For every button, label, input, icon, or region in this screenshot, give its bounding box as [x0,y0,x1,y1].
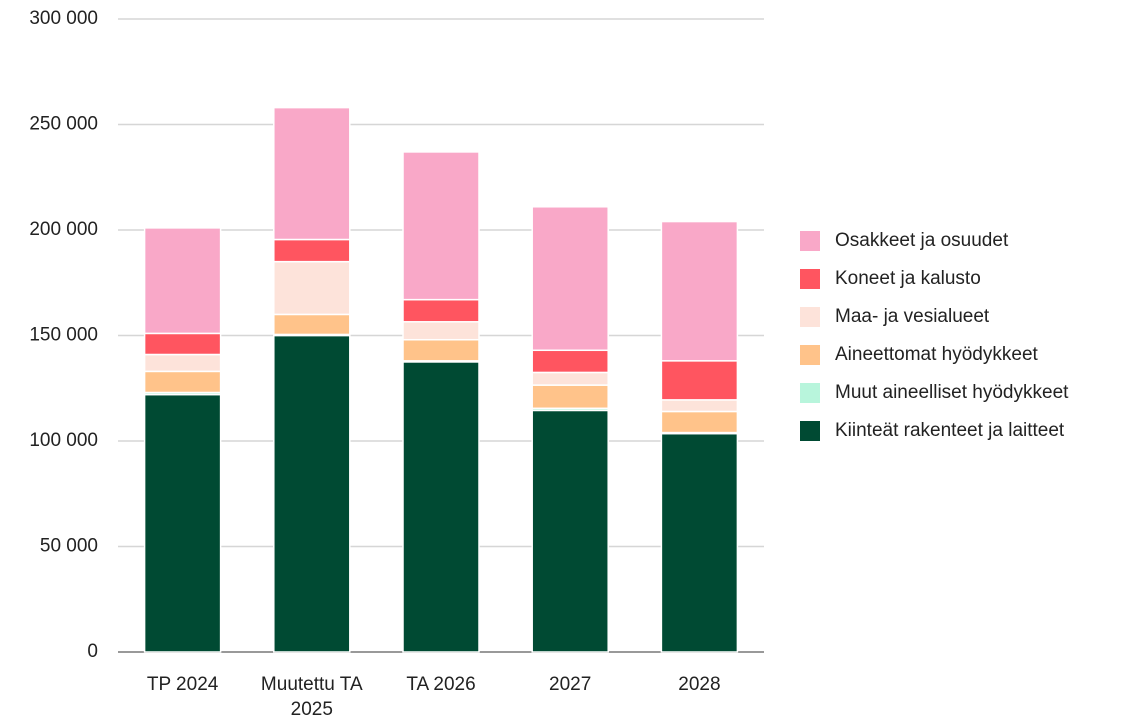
legend-label: Kiinteät rakenteet ja laitteet [835,420,1065,441]
bar-segment [143,370,222,394]
y-tick-label: 100 000 [29,430,98,451]
legend-swatch [800,269,820,289]
bar-segment [660,399,739,413]
bar-segment [660,360,739,401]
legend-label: Aineettomat hyödykkeet [835,344,1039,365]
bar-segment [660,432,739,653]
bar-segment [402,151,480,301]
y-tick-label: 300 000 [29,8,98,29]
legend-swatch [800,231,820,251]
bar-segment [143,332,222,356]
bar-segment [273,238,351,263]
legend-label: Osakkeet ja osuudet [835,230,1009,251]
x-tick-label: 2028 [678,674,721,695]
legend-swatch [800,421,820,441]
bar-segment [273,313,351,336]
legend-label: Koneet ja kalusto [835,268,981,289]
bar-segment [660,220,739,362]
x-tick-label: TA 2026 [406,674,476,695]
bar-segment [273,260,351,316]
legend-swatch [800,383,820,403]
legend-label: Muut aineelliset hyödykkeet [835,382,1069,403]
bar-segment [531,384,609,410]
legend-swatch [800,307,820,327]
bar-segment [660,410,739,434]
legend-label: Maa- ja vesialueet [835,306,990,327]
x-tick-label: TP 2024 [146,674,219,695]
bar-segment [273,334,351,653]
bar-segment [402,361,480,653]
bar-segment [531,206,609,352]
bar-segment [402,298,480,323]
x-tick-label: Muutettu TA 2025 [260,674,363,720]
bar-segment [143,393,222,653]
bar-segment [143,227,222,335]
y-tick-label: 250 000 [29,114,98,135]
y-tick-label: 50 000 [40,536,98,557]
y-tick-label: 0 [87,641,98,662]
bar-segment [531,349,609,374]
x-tick-label: 2027 [549,674,592,695]
bar-segment [402,338,480,362]
bar-segment [402,321,480,341]
legend-swatch [800,345,820,365]
y-tick-label: 200 000 [29,219,98,240]
bar-segment [531,371,609,386]
bar-segment [531,409,609,653]
y-tick-label: 150 000 [29,325,98,346]
bar-segment [273,106,351,241]
bar-segment [143,353,222,373]
